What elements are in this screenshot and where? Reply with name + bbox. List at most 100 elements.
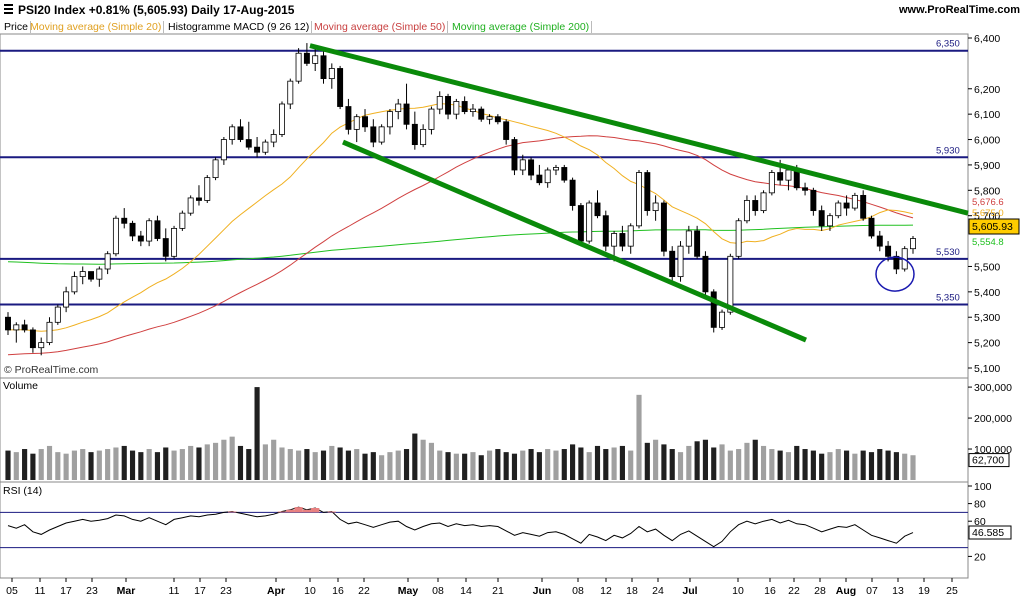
rsi-overbought-fill [277,511,287,513]
volume-bar [304,449,310,480]
candle [378,126,385,143]
x-axis-label: 28 [814,585,826,597]
x-axis-label: 22 [788,585,800,597]
candle [594,202,601,217]
x-axis-label: 16 [332,585,344,597]
copyright-text: © ProRealTime.com [4,364,99,376]
volume-bar [337,447,343,480]
volume-bar [478,455,484,480]
candle [660,202,667,252]
candle [860,194,867,219]
rsi-overbought-fill [302,509,312,513]
volume-bar [636,394,642,480]
candle [46,321,53,344]
volume-bar [702,439,709,480]
last-price-label: 5,605.93 [972,221,1013,233]
volume-bar [852,453,858,480]
volume-bar [420,439,426,480]
volume-bar [188,445,194,480]
candle [685,230,692,247]
candle [577,205,584,242]
x-axis-label: Jun [533,585,552,597]
volume-bar [736,449,742,480]
legend-macd[interactable]: Histogramme MACD (9 26 12) [166,21,313,33]
rsi-overbought-fill [294,507,303,513]
volume-bar [329,445,335,480]
candle [420,128,427,146]
candle [204,177,211,201]
x-axis-label: 25 [946,585,958,597]
volume-axis-label: 100,000 [974,444,1012,456]
volume-bar [96,450,102,480]
candle [735,220,742,257]
volume-bar [885,450,891,480]
x-axis-label: 10 [304,585,316,597]
candle [868,217,875,237]
volume-bar [80,449,86,480]
candle [544,169,551,184]
candle [436,95,443,110]
volume-bar [744,442,750,480]
legend-ma200[interactable]: Moving average (Simple 200) [450,21,593,33]
volume-bar [835,449,841,480]
candle [777,172,784,181]
x-axis-label: 12 [600,585,612,597]
candle [195,197,202,201]
candle [503,121,510,140]
candle [910,238,916,250]
volume-bar [653,439,659,480]
volume-bar [403,449,410,480]
volume-bar [694,441,700,480]
x-axis-label: 24 [652,585,664,597]
rsi-axis-label: 80 [974,499,986,511]
candle [229,126,236,140]
header-bar: PSI20 Index +0.81% (5,605.93) Daily 17-A… [0,0,1024,20]
candle [171,227,178,257]
candle [818,210,825,227]
candle [602,215,609,247]
candle [353,116,360,130]
candle [528,159,535,176]
legend-price[interactable]: Price [2,21,31,33]
x-axis-label: Aug [836,585,856,597]
volume-bar [769,449,775,480]
volume-bar [711,447,717,480]
legend-ma50[interactable]: Moving average (Simple 50) [312,21,449,33]
legend-ma20[interactable]: Moving average (Simple 20) [28,21,165,33]
volume-bar [561,449,567,480]
volume-bar [71,450,77,480]
volume-bar [686,445,692,480]
volume-bar [462,453,468,480]
rsi-overbought-fill [286,509,295,513]
menu-icon[interactable] [4,4,13,15]
candle [494,116,501,123]
volume-bar [138,452,144,480]
volume-bar [296,450,302,480]
candle [677,245,684,278]
volume-bar [777,450,783,480]
site-link[interactable]: www.ProRealTime.com [898,4,1020,16]
volume-bar [719,444,725,480]
volume-bar [760,445,767,480]
candle [561,167,568,181]
volume-axis-label: 300,000 [974,382,1012,394]
level-label: 6,350 [936,39,960,50]
candle [146,220,153,242]
x-axis-label: 11 [35,585,46,597]
volume-bar [611,447,617,480]
candle [362,116,368,128]
rsi-axis-label: 100 [974,481,992,493]
candle [245,139,252,148]
indicator-legend: Price Moving average (Simple 20) Histogr… [0,20,968,34]
candle [694,230,701,257]
x-axis-label: Apr [267,585,285,597]
volume-bar [619,445,625,480]
candle [802,187,809,191]
price-axis-label: 6,000 [974,135,1000,147]
volume-bar [262,444,268,480]
volume-bar [279,447,285,480]
volume-bar [63,453,69,480]
volume-bar [121,445,127,480]
candle [187,197,194,214]
